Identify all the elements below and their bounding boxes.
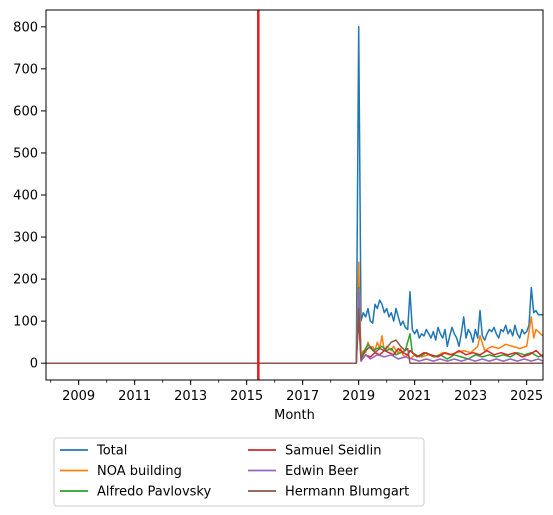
legend-frame (53, 437, 425, 507)
legend-label: Samuel Seidlin (285, 444, 381, 459)
x-tick-label: 2021 (398, 389, 431, 404)
y-tick-label: 300 (13, 231, 38, 246)
y-tick-label: 700 (13, 62, 38, 77)
y-tick-label: 800 (13, 20, 38, 35)
plot-frame (45, 9, 544, 381)
legend-label: Alfredo Pavlovsky (97, 485, 211, 500)
x-tick-label: 2013 (174, 389, 207, 404)
series-line-noa-building (46, 261, 544, 364)
y-axis: 0 100 200 300 400 500 600 700 800 (13, 20, 46, 372)
x-tick-label: 2025 (510, 389, 543, 404)
plot-lines (46, 26, 544, 364)
y-tick-label: 100 (13, 315, 38, 330)
x-tick-label: 2009 (62, 389, 95, 404)
x-tick-label: 2023 (454, 389, 487, 404)
y-tick-label: 400 (13, 189, 38, 204)
y-tick-label: 200 (13, 273, 38, 288)
x-tick-label: 2011 (118, 389, 151, 404)
series-line-edwin-beer (46, 288, 544, 364)
y-tick-label: 0 (30, 357, 38, 372)
x-axis-label: Month (274, 408, 315, 423)
series-line-hermann-blumgart (46, 307, 543, 364)
x-tick-label: 2019 (342, 389, 375, 404)
x-tick-label: 2015 (230, 389, 263, 404)
y-tick-label: 500 (13, 146, 38, 161)
legend: Total NOA building Alfredo Pavlovsky Samuel… (53, 437, 425, 507)
series-line-total (46, 26, 543, 364)
x-tick-label: 2017 (286, 389, 319, 404)
series-line-samuel-seidlin (46, 316, 544, 364)
y-tick-label: 600 (13, 104, 38, 119)
x-axis: 2009 2011 2013 2015 2017 2019 2021 2023 2025 (50, 380, 543, 404)
legend-label: Hermann Blumgart (285, 485, 409, 500)
legend-label: Total (96, 444, 127, 459)
legend-label: NOA building (97, 464, 182, 479)
legend-label: Edwin Beer (285, 464, 359, 479)
